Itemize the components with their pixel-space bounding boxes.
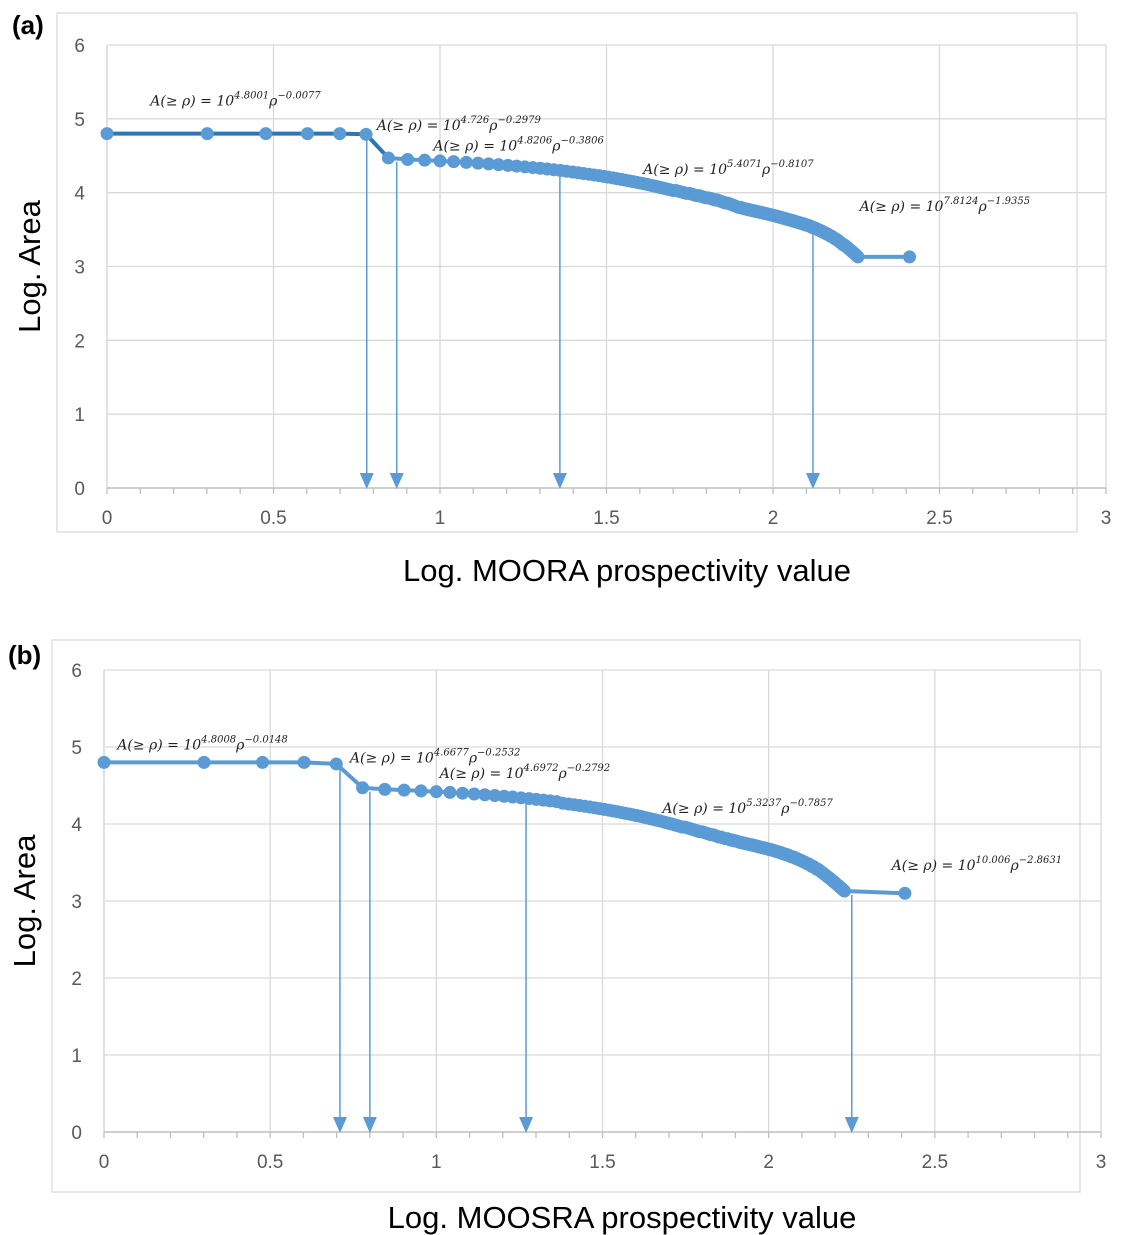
fractal-equation-label: A(≥ ρ) = 104.6972ρ−0.2792 bbox=[438, 763, 611, 782]
y-tick-label: 3 bbox=[71, 892, 82, 913]
data-point bbox=[467, 787, 481, 801]
x-tick-label: 2 bbox=[768, 508, 779, 529]
x-tick-label: 0 bbox=[102, 508, 113, 529]
data-point bbox=[488, 789, 502, 803]
threshold-arrow-head bbox=[552, 473, 567, 489]
chart-panel-b: (b) 0 0.5 1 1.5 2 2.5 3 0 1 2 3 4 5 6 Log. MOOSRA prosp… bbox=[7, 639, 1107, 1235]
panel-label: (a) bbox=[12, 10, 44, 40]
threshold-arrow-head bbox=[362, 1117, 377, 1133]
data-point bbox=[333, 127, 347, 141]
threshold-arrow-head bbox=[359, 473, 374, 489]
data-point bbox=[397, 783, 411, 797]
y-tick-label: 1 bbox=[74, 405, 85, 426]
data-point bbox=[100, 127, 114, 141]
data-point bbox=[492, 158, 506, 172]
y-tick-label: 4 bbox=[71, 815, 82, 836]
y-tick-label: 5 bbox=[74, 110, 85, 131]
fractal-equation-label: A(≥ ρ) = 105.4071ρ−0.8107 bbox=[641, 159, 814, 178]
data-point bbox=[433, 154, 447, 168]
data-point bbox=[429, 785, 443, 799]
x-tick-label: 1.5 bbox=[593, 508, 619, 529]
fractal-equation-label: A(≥ ρ) = 104.726ρ−0.2979 bbox=[375, 115, 542, 134]
y-tick-label: 0 bbox=[71, 1123, 82, 1144]
x-tick-label: 2.5 bbox=[922, 1152, 948, 1173]
data-point bbox=[447, 155, 461, 169]
data-point bbox=[456, 786, 470, 800]
x-tick-label: 2.5 bbox=[926, 508, 952, 529]
data-point bbox=[418, 153, 432, 167]
x-axis-title: Log. MOOSRA prospectivity value bbox=[388, 1200, 857, 1235]
fractal-equation-label: A(≥ ρ) = 104.8001ρ−0.0077 bbox=[148, 91, 321, 110]
data-point bbox=[329, 757, 343, 771]
data-point bbox=[414, 784, 428, 798]
x-tick-label: 1 bbox=[431, 1152, 442, 1173]
data-point bbox=[837, 884, 851, 898]
data-point bbox=[256, 755, 270, 769]
data-point bbox=[459, 155, 473, 169]
fractal-equation-label: A(≥ ρ) = 107.8124ρ−1.9355 bbox=[858, 196, 1031, 215]
y-tick-label: 2 bbox=[74, 331, 85, 352]
x-tick-label: 0 bbox=[99, 1152, 110, 1173]
series-line bbox=[104, 760, 364, 790]
x-tick-label: 0.5 bbox=[260, 508, 286, 529]
y-tick-label: 6 bbox=[74, 36, 85, 57]
y-axis-title: Log. Area bbox=[12, 199, 47, 332]
data-point bbox=[378, 782, 392, 796]
data-point bbox=[300, 127, 314, 141]
threshold-arrow-head bbox=[389, 473, 404, 489]
x-tick-label: 0.5 bbox=[257, 1152, 283, 1173]
panel-label: (b) bbox=[8, 640, 41, 670]
data-point bbox=[97, 755, 111, 769]
data-point bbox=[197, 755, 211, 769]
data-point bbox=[478, 788, 492, 802]
data-point bbox=[356, 781, 370, 795]
data-point bbox=[482, 157, 496, 171]
x-tick-label: 1.5 bbox=[589, 1152, 615, 1173]
data-point bbox=[381, 151, 395, 165]
y-tick-label: 5 bbox=[71, 738, 82, 759]
data-point bbox=[359, 127, 373, 141]
fractal-equation-label: A(≥ ρ) = 1010.006ρ−2.8631 bbox=[890, 855, 1063, 874]
chart-panel-a: (a) 0 0.5 1 1.5 2 2.5 3 0 1 2 3 4 5 6 Log. MOORA prospe… bbox=[12, 10, 1111, 588]
x-tick-label: 2 bbox=[763, 1152, 774, 1173]
threshold-arrow-head bbox=[805, 473, 820, 489]
y-tick-label: 4 bbox=[74, 184, 85, 205]
data-point bbox=[471, 156, 485, 170]
threshold-arrow-head bbox=[519, 1117, 534, 1133]
x-axis-title: Log. MOORA prospectivity value bbox=[403, 553, 851, 588]
y-tick-label: 1 bbox=[71, 1046, 82, 1067]
y-tick-label: 0 bbox=[74, 479, 85, 500]
threshold-arrow-head bbox=[332, 1117, 347, 1133]
data-point bbox=[851, 250, 865, 264]
threshold-arrow-head bbox=[844, 1117, 859, 1133]
chart-frame bbox=[56, 12, 1078, 533]
fractal-equation-label: A(≥ ρ) = 104.6677ρ−0.2532 bbox=[348, 747, 520, 766]
y-axis-title: Log. Area bbox=[7, 834, 42, 967]
y-tick-label: 6 bbox=[71, 661, 82, 682]
data-point bbox=[898, 886, 912, 900]
x-tick-label: 1 bbox=[435, 508, 446, 529]
data-point bbox=[903, 250, 917, 264]
x-tick-label: 3 bbox=[1096, 1152, 1107, 1173]
data-point bbox=[401, 152, 415, 166]
data-point bbox=[200, 127, 214, 141]
fractal-equation-label: A(≥ ρ) = 104.8206ρ−0.3806 bbox=[431, 136, 604, 155]
data-point bbox=[443, 785, 457, 799]
x-tick-label: 3 bbox=[1101, 508, 1112, 529]
series-line bbox=[107, 131, 390, 160]
fractal-equation-label: A(≥ ρ) = 104.8008ρ−0.0148 bbox=[115, 734, 288, 753]
chart-frame bbox=[51, 639, 1081, 1193]
y-tick-label: 3 bbox=[74, 258, 85, 279]
data-point bbox=[259, 127, 273, 141]
fractal-equation-label: A(≥ ρ) = 105.3237ρ−0.7857 bbox=[660, 798, 833, 817]
y-tick-label: 2 bbox=[71, 969, 82, 990]
data-point bbox=[297, 755, 311, 769]
